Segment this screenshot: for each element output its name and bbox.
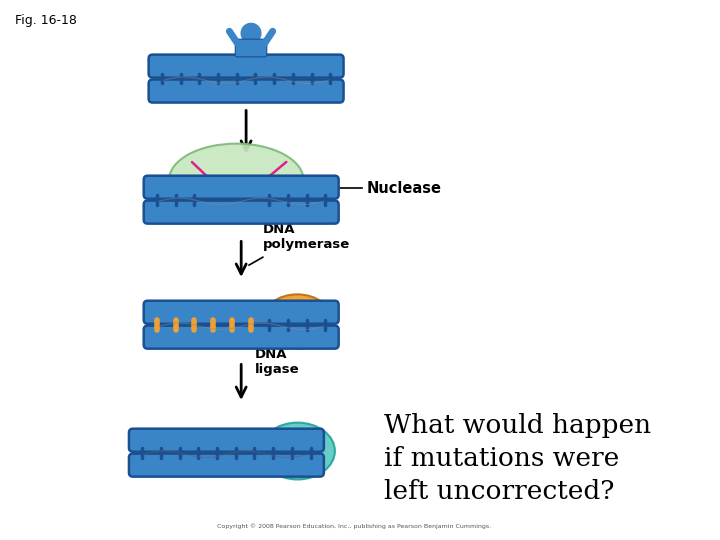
Text: Copyright © 2008 Pearson Education, Inc., publishing as Pearson Benjamin Cumming: Copyright © 2008 Pearson Education, Inc.… <box>217 523 492 529</box>
Ellipse shape <box>262 294 333 348</box>
Ellipse shape <box>260 423 335 480</box>
Text: What would happen
if mutations were
left uncorrected?: What would happen if mutations were left… <box>384 413 651 504</box>
Text: DNA
polymerase: DNA polymerase <box>263 224 350 251</box>
Text: Nuclease: Nuclease <box>366 181 441 196</box>
FancyBboxPatch shape <box>235 39 267 57</box>
FancyBboxPatch shape <box>129 454 324 477</box>
FancyBboxPatch shape <box>144 301 338 324</box>
FancyBboxPatch shape <box>144 326 338 349</box>
FancyBboxPatch shape <box>148 55 343 78</box>
Text: DNA
ligase: DNA ligase <box>255 348 300 376</box>
Text: Fig. 16-18: Fig. 16-18 <box>15 14 76 27</box>
Circle shape <box>241 23 261 43</box>
FancyBboxPatch shape <box>148 79 343 103</box>
Ellipse shape <box>169 144 304 217</box>
FancyBboxPatch shape <box>144 200 338 224</box>
FancyBboxPatch shape <box>129 429 324 452</box>
FancyBboxPatch shape <box>144 176 338 199</box>
